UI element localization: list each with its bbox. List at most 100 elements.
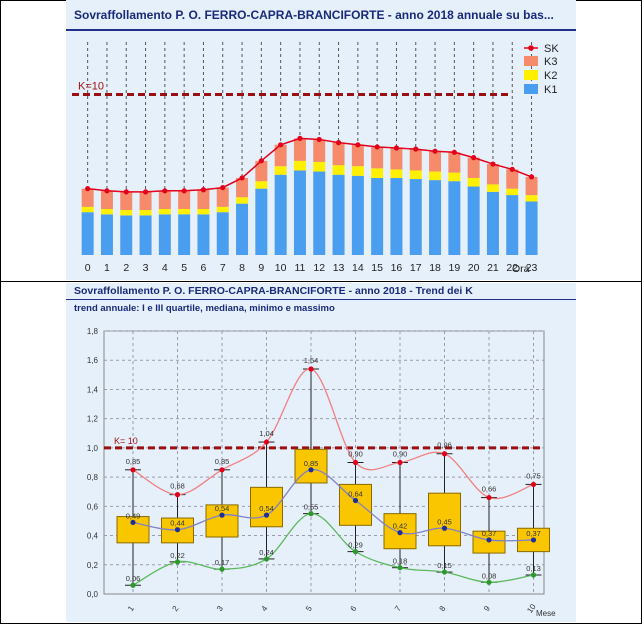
bar-k2 bbox=[486, 184, 499, 192]
chart-title-hourly: Sovraffollamento P. O. FERRO-CAPRA-BRANC… bbox=[74, 8, 554, 22]
sk-point bbox=[413, 146, 419, 152]
y-tick-label: 0,0 bbox=[87, 590, 99, 599]
bar-k1 bbox=[448, 181, 461, 255]
x-tick-label: 7 bbox=[393, 604, 403, 613]
y-tick-label: 0,8 bbox=[87, 473, 99, 482]
bar-k1 bbox=[158, 214, 171, 255]
sk-point bbox=[490, 161, 496, 167]
sk-point bbox=[335, 140, 342, 146]
legend-swatch-k3 bbox=[524, 56, 538, 66]
trend-chart-svg: 0,0 0,2 0,4 0,6 0,8 1,0 1,2 1,4 1,6 1,8 K= 10 0,85 0… bbox=[87, 327, 556, 618]
bar-k2 bbox=[120, 210, 133, 216]
bar-k3 bbox=[139, 191, 152, 211]
median-value-label: 0,49 bbox=[126, 511, 141, 520]
bar-k2 bbox=[216, 206, 229, 213]
x-tick-label: 9 bbox=[482, 604, 492, 613]
bar-k2 bbox=[158, 208, 171, 215]
sk-point bbox=[374, 144, 380, 150]
bar-k1 bbox=[467, 186, 480, 255]
legend-label-k1: K1 bbox=[544, 84, 557, 96]
bar-k1 bbox=[409, 179, 422, 255]
min-point bbox=[130, 582, 136, 588]
median-value-label: 0,37 bbox=[526, 529, 541, 538]
median-value-label: 0,54 bbox=[259, 504, 274, 513]
x-tick-label: 6 bbox=[348, 604, 358, 613]
x-axis-label: Mese bbox=[536, 609, 556, 618]
min-value-label: 0,55 bbox=[304, 503, 319, 512]
x-tick-label: 8 bbox=[437, 604, 447, 613]
max-point bbox=[308, 366, 314, 372]
x-tick-label: 5 bbox=[304, 604, 314, 613]
x-tick-label: 9 bbox=[258, 262, 264, 274]
x-tick-label: 15 bbox=[371, 262, 383, 274]
bar-k1 bbox=[139, 215, 152, 255]
median-point bbox=[308, 467, 314, 473]
min-value-label: 0,08 bbox=[482, 571, 497, 580]
min-value-label: 0,18 bbox=[393, 557, 408, 566]
bar-k3 bbox=[371, 146, 384, 169]
bar-k1 bbox=[81, 212, 94, 255]
box bbox=[250, 486, 283, 528]
median-point bbox=[219, 512, 225, 518]
bar-k3 bbox=[467, 157, 480, 178]
sk-point bbox=[123, 189, 129, 195]
bar-k1 bbox=[429, 180, 442, 255]
bar-k1 bbox=[197, 214, 210, 255]
x-tick-label: 2 bbox=[170, 604, 180, 613]
min-point bbox=[530, 572, 537, 578]
x-tick-label: 11 bbox=[294, 262, 305, 274]
median-value-label: 0,42 bbox=[393, 522, 408, 531]
median-point bbox=[263, 512, 270, 518]
bar-k3 bbox=[216, 187, 229, 207]
median-point bbox=[352, 497, 359, 504]
bar-k2 bbox=[429, 171, 442, 181]
median-value-label: 0,37 bbox=[482, 529, 497, 538]
min-line bbox=[132, 512, 534, 586]
median-value-label: 0,64 bbox=[348, 489, 363, 498]
bar-k2 bbox=[467, 177, 480, 187]
sk-point bbox=[316, 136, 322, 143]
bar-k3 bbox=[486, 164, 499, 185]
x-tick-label: 1 bbox=[104, 262, 110, 274]
legend-label-k2: K2 bbox=[544, 70, 557, 82]
max-value-label: 0,96 bbox=[437, 441, 452, 450]
bar-k3 bbox=[158, 190, 171, 209]
x-tick-label: 22 bbox=[506, 262, 518, 274]
legend-marker-sk bbox=[528, 45, 534, 51]
title-underline bbox=[66, 29, 576, 31]
bar-k1 bbox=[216, 212, 229, 255]
median-value-label: 0,45 bbox=[437, 517, 452, 526]
sk-point bbox=[451, 149, 457, 155]
bar-k3 bbox=[81, 188, 94, 207]
max-value-label: 0,75 bbox=[526, 471, 541, 480]
legend-swatch-k2 bbox=[524, 70, 538, 80]
bar-k2 bbox=[313, 161, 326, 172]
x-tick-label: 4 bbox=[259, 604, 269, 613]
min-point bbox=[174, 559, 181, 565]
box bbox=[294, 448, 328, 484]
bar-k3 bbox=[332, 142, 345, 166]
y-tick-label: 1,0 bbox=[87, 444, 99, 453]
legend-label-k3: K3 bbox=[544, 56, 557, 68]
box bbox=[205, 504, 239, 538]
bar-k3 bbox=[429, 151, 442, 172]
sk-point bbox=[471, 155, 477, 161]
max-value-label: 0,90 bbox=[393, 450, 408, 459]
sk-point bbox=[297, 135, 303, 141]
bar-k1 bbox=[390, 177, 403, 255]
min-value-label: 0,15 bbox=[437, 561, 452, 570]
median-line bbox=[132, 469, 534, 542]
x-tick-label: 13 bbox=[333, 262, 345, 274]
min-value-label: 0,06 bbox=[126, 574, 141, 583]
y-tick-label: 0,2 bbox=[87, 561, 99, 570]
chart-title-trend: Sovraffollamento P. O. FERRO-CAPRA-BRANC… bbox=[74, 285, 473, 297]
bar-k2 bbox=[139, 210, 152, 216]
min-value-label: 0,29 bbox=[348, 541, 363, 550]
bar-k2 bbox=[178, 208, 191, 215]
x-tick-label: 23 bbox=[526, 262, 538, 274]
sk-line bbox=[87, 137, 532, 193]
bar-k3 bbox=[255, 160, 268, 182]
max-value-label: 0,66 bbox=[482, 485, 497, 494]
min-value-label: 0,13 bbox=[526, 564, 541, 573]
bar-k3 bbox=[178, 190, 191, 209]
